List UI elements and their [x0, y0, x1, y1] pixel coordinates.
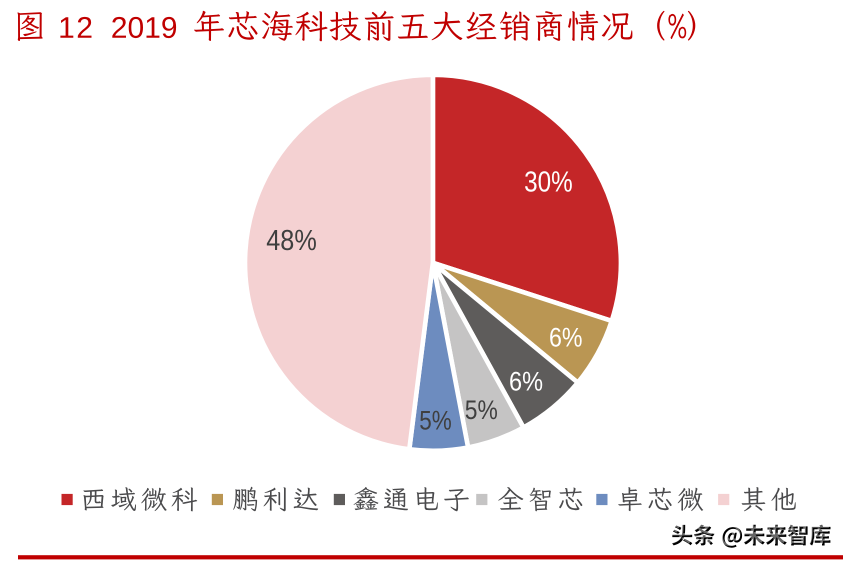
svg-text:30%: 30%	[524, 166, 573, 198]
svg-text:6%: 6%	[509, 366, 543, 396]
svg-text:6%: 6%	[549, 322, 583, 352]
svg-text:5%: 5%	[419, 406, 452, 436]
svg-text:48%: 48%	[266, 225, 317, 257]
svg-text:5%: 5%	[465, 395, 498, 425]
